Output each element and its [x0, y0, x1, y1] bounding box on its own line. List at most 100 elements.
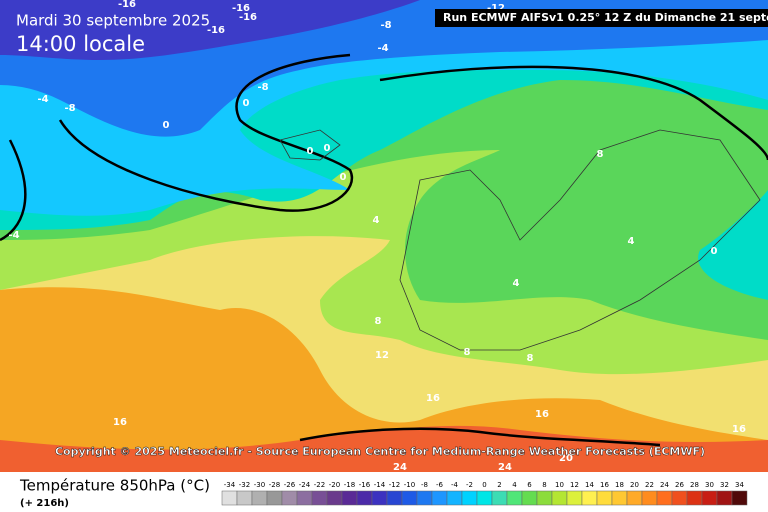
- contour-label: 0: [711, 246, 718, 257]
- scale-swatch: [641, 490, 658, 506]
- contour-label: 0: [307, 146, 314, 157]
- scale-label: -28: [269, 481, 280, 489]
- scale-swatch: [701, 490, 718, 506]
- scale-swatch: [731, 490, 748, 506]
- iceland: [279, 129, 341, 161]
- scale-swatch: [476, 490, 493, 506]
- scale-swatch: [491, 490, 508, 506]
- zone-m16: [0, 0, 420, 60]
- scale-label: 2: [497, 481, 501, 489]
- scale-label: -18: [344, 481, 355, 489]
- scale-swatch: [686, 490, 703, 506]
- scale-swatch: [221, 490, 238, 506]
- contour-label: -16: [207, 25, 225, 36]
- scale-swatch: [236, 490, 253, 506]
- scale-label: 14: [585, 481, 594, 489]
- contour-label: 0: [340, 172, 347, 183]
- scale-swatch: [626, 490, 643, 506]
- scale-label: -34: [224, 481, 236, 489]
- contour-label: 4: [373, 215, 380, 226]
- contour-label: -4: [377, 43, 388, 54]
- scale-label: -12: [389, 481, 400, 489]
- scale-swatch: [551, 490, 568, 506]
- scale-label: 16: [600, 481, 609, 489]
- scale-swatch: [521, 490, 538, 506]
- scale-label: 24: [660, 481, 669, 489]
- contour-label: -12: [487, 3, 505, 14]
- coastline: [399, 129, 761, 351]
- scale-label: -22: [314, 481, 325, 489]
- scale-swatch: [461, 490, 478, 506]
- scale-label: -20: [329, 481, 340, 489]
- contour-label: -4: [8, 230, 19, 241]
- scale-swatch: [371, 490, 388, 506]
- scale-swatch: [581, 490, 598, 506]
- color-scale: -34 -32 -30 -28 -26 -24 -22 -20 -18 -16 -14 -12 -10-…: [221, 481, 748, 506]
- contour-label: 8: [375, 316, 382, 327]
- scale-label: 30: [705, 481, 714, 489]
- scale-label: -2: [466, 481, 473, 489]
- contour-label: 8: [527, 353, 534, 364]
- contour-label: -8: [380, 20, 391, 31]
- scale-label: -24: [299, 481, 311, 489]
- scale-swatch: [446, 490, 463, 506]
- contour-label: 16: [426, 393, 440, 404]
- copyright: Copyright © 2025 Meteociel.fr - Source E…: [55, 445, 705, 458]
- scale-swatch: [266, 490, 283, 506]
- contour-0c: [379, 65, 768, 161]
- contour-20: [299, 427, 661, 447]
- scale-swatch: [281, 490, 298, 506]
- scale-label: 10: [555, 481, 564, 489]
- scale-label: 26: [675, 481, 684, 489]
- legend-title: Température 850hPa (°C): [19, 477, 210, 495]
- scale-swatch: [671, 490, 688, 506]
- scale-swatch: [656, 490, 673, 506]
- contour-label: 12: [375, 350, 389, 361]
- date: Mardi 30 septembre 2025: [16, 12, 210, 30]
- scale-label: -14: [374, 481, 386, 489]
- contour-label: -4: [37, 94, 48, 105]
- scale-swatch: [326, 490, 343, 506]
- scale-label: -26: [284, 481, 296, 489]
- scale-swatch: [341, 490, 358, 506]
- legend-subtitle: (+ 216h): [20, 498, 69, 509]
- contour-label: -16: [232, 3, 250, 14]
- scale-swatch: [566, 490, 583, 506]
- contour-label: 4: [513, 278, 520, 289]
- scale-label: -8: [421, 481, 428, 489]
- contour-label: 4: [628, 236, 635, 247]
- scale-swatch: [401, 490, 418, 506]
- contour-0: [58, 53, 354, 212]
- contour-label: -8: [257, 82, 268, 93]
- scale-swatch: [251, 490, 268, 506]
- scale-label: 4: [512, 481, 517, 489]
- contour-label: 24: [393, 462, 407, 473]
- scale-label: 28: [690, 481, 699, 489]
- contour-label: 16: [113, 417, 127, 428]
- zone-20: [0, 425, 768, 472]
- contour-label: 0: [243, 98, 250, 109]
- contour-label: -8: [64, 103, 75, 114]
- contour-label: 16: [732, 424, 746, 435]
- contour-label: -16: [239, 12, 257, 23]
- contour-label: 24: [498, 462, 512, 473]
- scale-label: 12: [570, 481, 579, 489]
- contour-label: 0: [324, 143, 331, 154]
- scale-swatch: [596, 490, 613, 506]
- contour-label: 20: [559, 453, 573, 464]
- scale-label: 0: [482, 481, 486, 489]
- scale-label: -4: [451, 481, 459, 489]
- scale-label: 32: [720, 481, 729, 489]
- run-box: [435, 9, 768, 27]
- scale-label: -16: [359, 481, 371, 489]
- contour-label: 16: [535, 409, 549, 420]
- scale-swatch: [716, 490, 733, 506]
- scale-label: -10: [404, 481, 415, 489]
- scale-label: 18: [615, 481, 624, 489]
- contour-label: 0: [163, 120, 170, 131]
- scale-swatch: [536, 490, 553, 506]
- contour-label: 8: [597, 149, 604, 160]
- scale-swatch: [431, 490, 448, 506]
- contour-label: -16: [118, 0, 136, 10]
